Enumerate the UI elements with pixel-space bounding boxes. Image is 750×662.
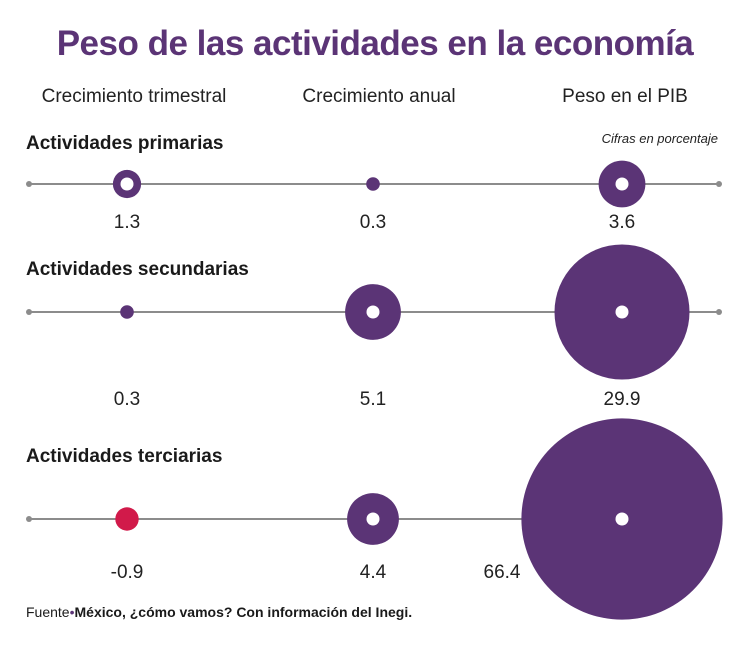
row-label-secondary: Actividades secundarias <box>26 259 249 280</box>
bubble-secondary-quarterly <box>120 305 134 319</box>
axis-end-left-primary <box>26 181 32 187</box>
chart-title: Peso de las actividades en la economía <box>56 24 694 63</box>
value-label-primary-gdp-share: 3.6 <box>609 212 635 233</box>
bubble-center-secondary-annual <box>366 305 380 319</box>
column-header-annual: Crecimiento anual <box>302 86 456 107</box>
column-header-quarterly: Crecimiento trimestral <box>41 86 227 107</box>
bubble-center-primary-quarterly <box>120 177 134 191</box>
value-label-primary-annual: 0.3 <box>360 212 386 233</box>
axis-end-left-tertiary <box>26 516 32 522</box>
unit-note: Cifras en porcentaje <box>601 131 718 146</box>
column-header-gdp-share: Peso en el PIB <box>562 86 688 107</box>
row-label-primary: Actividades primarias <box>26 133 224 154</box>
bubble-center-primary-gdp-share <box>615 177 629 191</box>
value-label-tertiary-gdp-share: 66.4 <box>484 562 521 583</box>
bubble-center-tertiary-annual <box>366 512 380 526</box>
row-label-tertiary: Actividades terciarias <box>26 446 223 467</box>
axis-end-left-secondary <box>26 309 32 315</box>
source-separator: • <box>69 604 75 620</box>
bubble-center-secondary-gdp-share <box>615 305 629 319</box>
axis-end-right-primary <box>716 181 722 187</box>
value-label-secondary-gdp-share: 29.9 <box>604 389 641 410</box>
value-label-secondary-quarterly: 0.3 <box>114 389 140 410</box>
bubble-center-tertiary-gdp-share <box>615 512 629 526</box>
bubble-tertiary-quarterly <box>115 507 139 531</box>
value-label-tertiary-quarterly: -0.9 <box>111 562 144 583</box>
value-label-primary-quarterly: 1.3 <box>114 212 140 233</box>
source-text: México, ¿cómo vamos? Con información del… <box>74 604 413 620</box>
axis-end-right-secondary <box>716 309 722 315</box>
bubble-primary-annual <box>366 177 380 191</box>
value-label-tertiary-annual: 4.4 <box>360 562 387 583</box>
value-label-secondary-annual: 5.1 <box>360 389 386 410</box>
source-prefix: Fuente <box>26 604 70 620</box>
source-note: Fuente•México, ¿cómo vamos? Con informac… <box>26 604 412 620</box>
